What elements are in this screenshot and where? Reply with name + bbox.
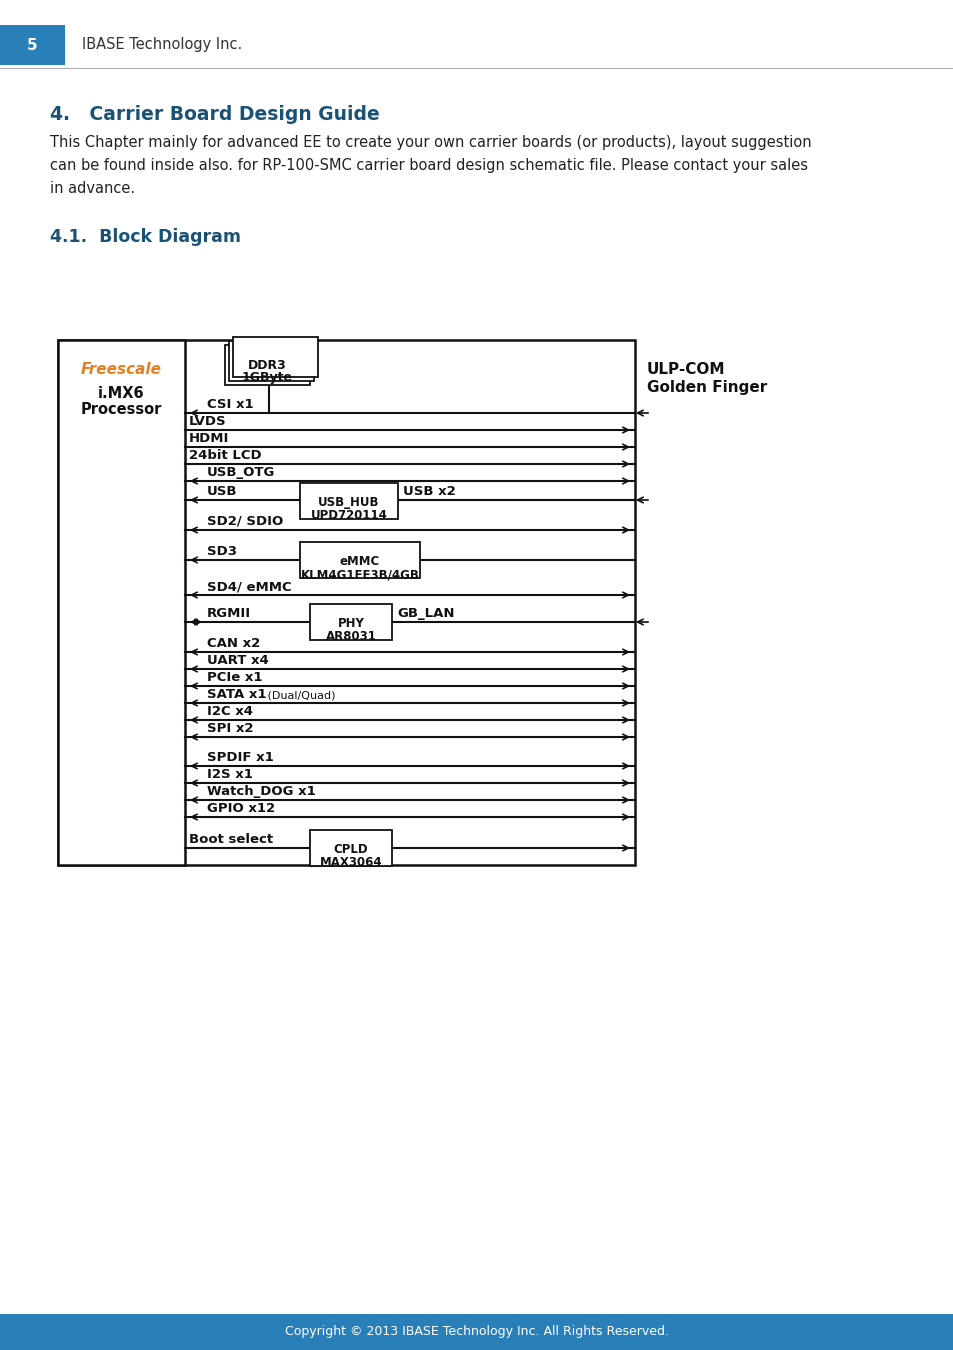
Text: 24bit LCD: 24bit LCD [189, 450, 261, 462]
Text: UPD720114: UPD720114 [311, 509, 387, 522]
Text: (Dual/Quad): (Dual/Quad) [264, 691, 335, 701]
Text: I2C x4: I2C x4 [207, 705, 253, 718]
Bar [299, 483, 397, 518]
Text: 5: 5 [27, 38, 37, 53]
Text: SATA x1: SATA x1 [207, 688, 266, 701]
Text: RGMII: RGMII [207, 608, 251, 620]
Bar [0, 26, 65, 65]
Text: HDMI: HDMI [189, 432, 229, 446]
Text: SPI x2: SPI x2 [207, 722, 253, 734]
Text: Copyright © 2013 IBASE Technology Inc. All Rights Reserved.: Copyright © 2013 IBASE Technology Inc. A… [285, 1326, 668, 1338]
Text: Processor: Processor [81, 402, 162, 417]
Text: 4.   Carrier Board Design Guide: 4. Carrier Board Design Guide [50, 105, 379, 124]
Bar [225, 346, 310, 385]
Text: MAX3064: MAX3064 [319, 856, 382, 869]
Text: Golden Finger: Golden Finger [646, 379, 766, 396]
Text: Watch_DOG x1: Watch_DOG x1 [207, 784, 315, 798]
Text: KLM4G1FE3B/4GB: KLM4G1FE3B/4GB [300, 568, 419, 580]
Bar [0, 1314, 953, 1350]
Text: AR8031: AR8031 [325, 630, 376, 643]
Text: USB_OTG: USB_OTG [207, 466, 275, 479]
Text: SD2/ SDIO: SD2/ SDIO [207, 514, 283, 528]
Text: CPLD: CPLD [334, 842, 368, 856]
Text: GB_LAN: GB_LAN [396, 608, 454, 620]
Bar [58, 340, 185, 865]
Text: SPDIF x1: SPDIF x1 [207, 751, 274, 764]
Text: eMMC: eMMC [339, 555, 379, 568]
Bar [58, 340, 635, 865]
Text: GPIO x12: GPIO x12 [207, 802, 274, 815]
Bar [233, 338, 317, 377]
Text: ULP-COM: ULP-COM [646, 362, 724, 377]
Text: LVDS: LVDS [189, 414, 227, 428]
Text: UART x4: UART x4 [207, 653, 269, 667]
Text: PCIe x1: PCIe x1 [207, 671, 262, 684]
Bar [310, 830, 392, 865]
Text: USB_HUB: USB_HUB [318, 495, 379, 509]
Text: DDR3: DDR3 [248, 359, 287, 373]
Text: can be found inside also. for RP-100-SMC carrier board design schematic file. Pl: can be found inside also. for RP-100-SMC… [50, 158, 807, 173]
Text: IBASE Technology Inc.: IBASE Technology Inc. [82, 38, 242, 53]
Text: This Chapter mainly for advanced EE to create your own carrier boards (or produc: This Chapter mainly for advanced EE to c… [50, 135, 811, 150]
Text: USB: USB [207, 485, 237, 498]
Text: 1GByte: 1GByte [242, 371, 293, 383]
Text: USB x2: USB x2 [402, 485, 456, 498]
Text: SD4/ eMMC: SD4/ eMMC [207, 580, 292, 593]
Text: I2S x1: I2S x1 [207, 768, 253, 782]
Text: 4.1.  Block Diagram: 4.1. Block Diagram [50, 228, 241, 246]
Text: in advance.: in advance. [50, 181, 135, 196]
Text: PHY: PHY [337, 617, 364, 630]
Text: CAN x2: CAN x2 [207, 637, 260, 649]
Bar [299, 541, 419, 578]
Bar [229, 342, 314, 381]
Text: CSI x1: CSI x1 [207, 398, 253, 410]
Bar [310, 603, 392, 640]
Text: SD3: SD3 [207, 545, 236, 558]
Text: Freescale: Freescale [81, 362, 162, 377]
Text: i.MX6: i.MX6 [98, 386, 145, 401]
Text: Boot select: Boot select [189, 833, 273, 846]
